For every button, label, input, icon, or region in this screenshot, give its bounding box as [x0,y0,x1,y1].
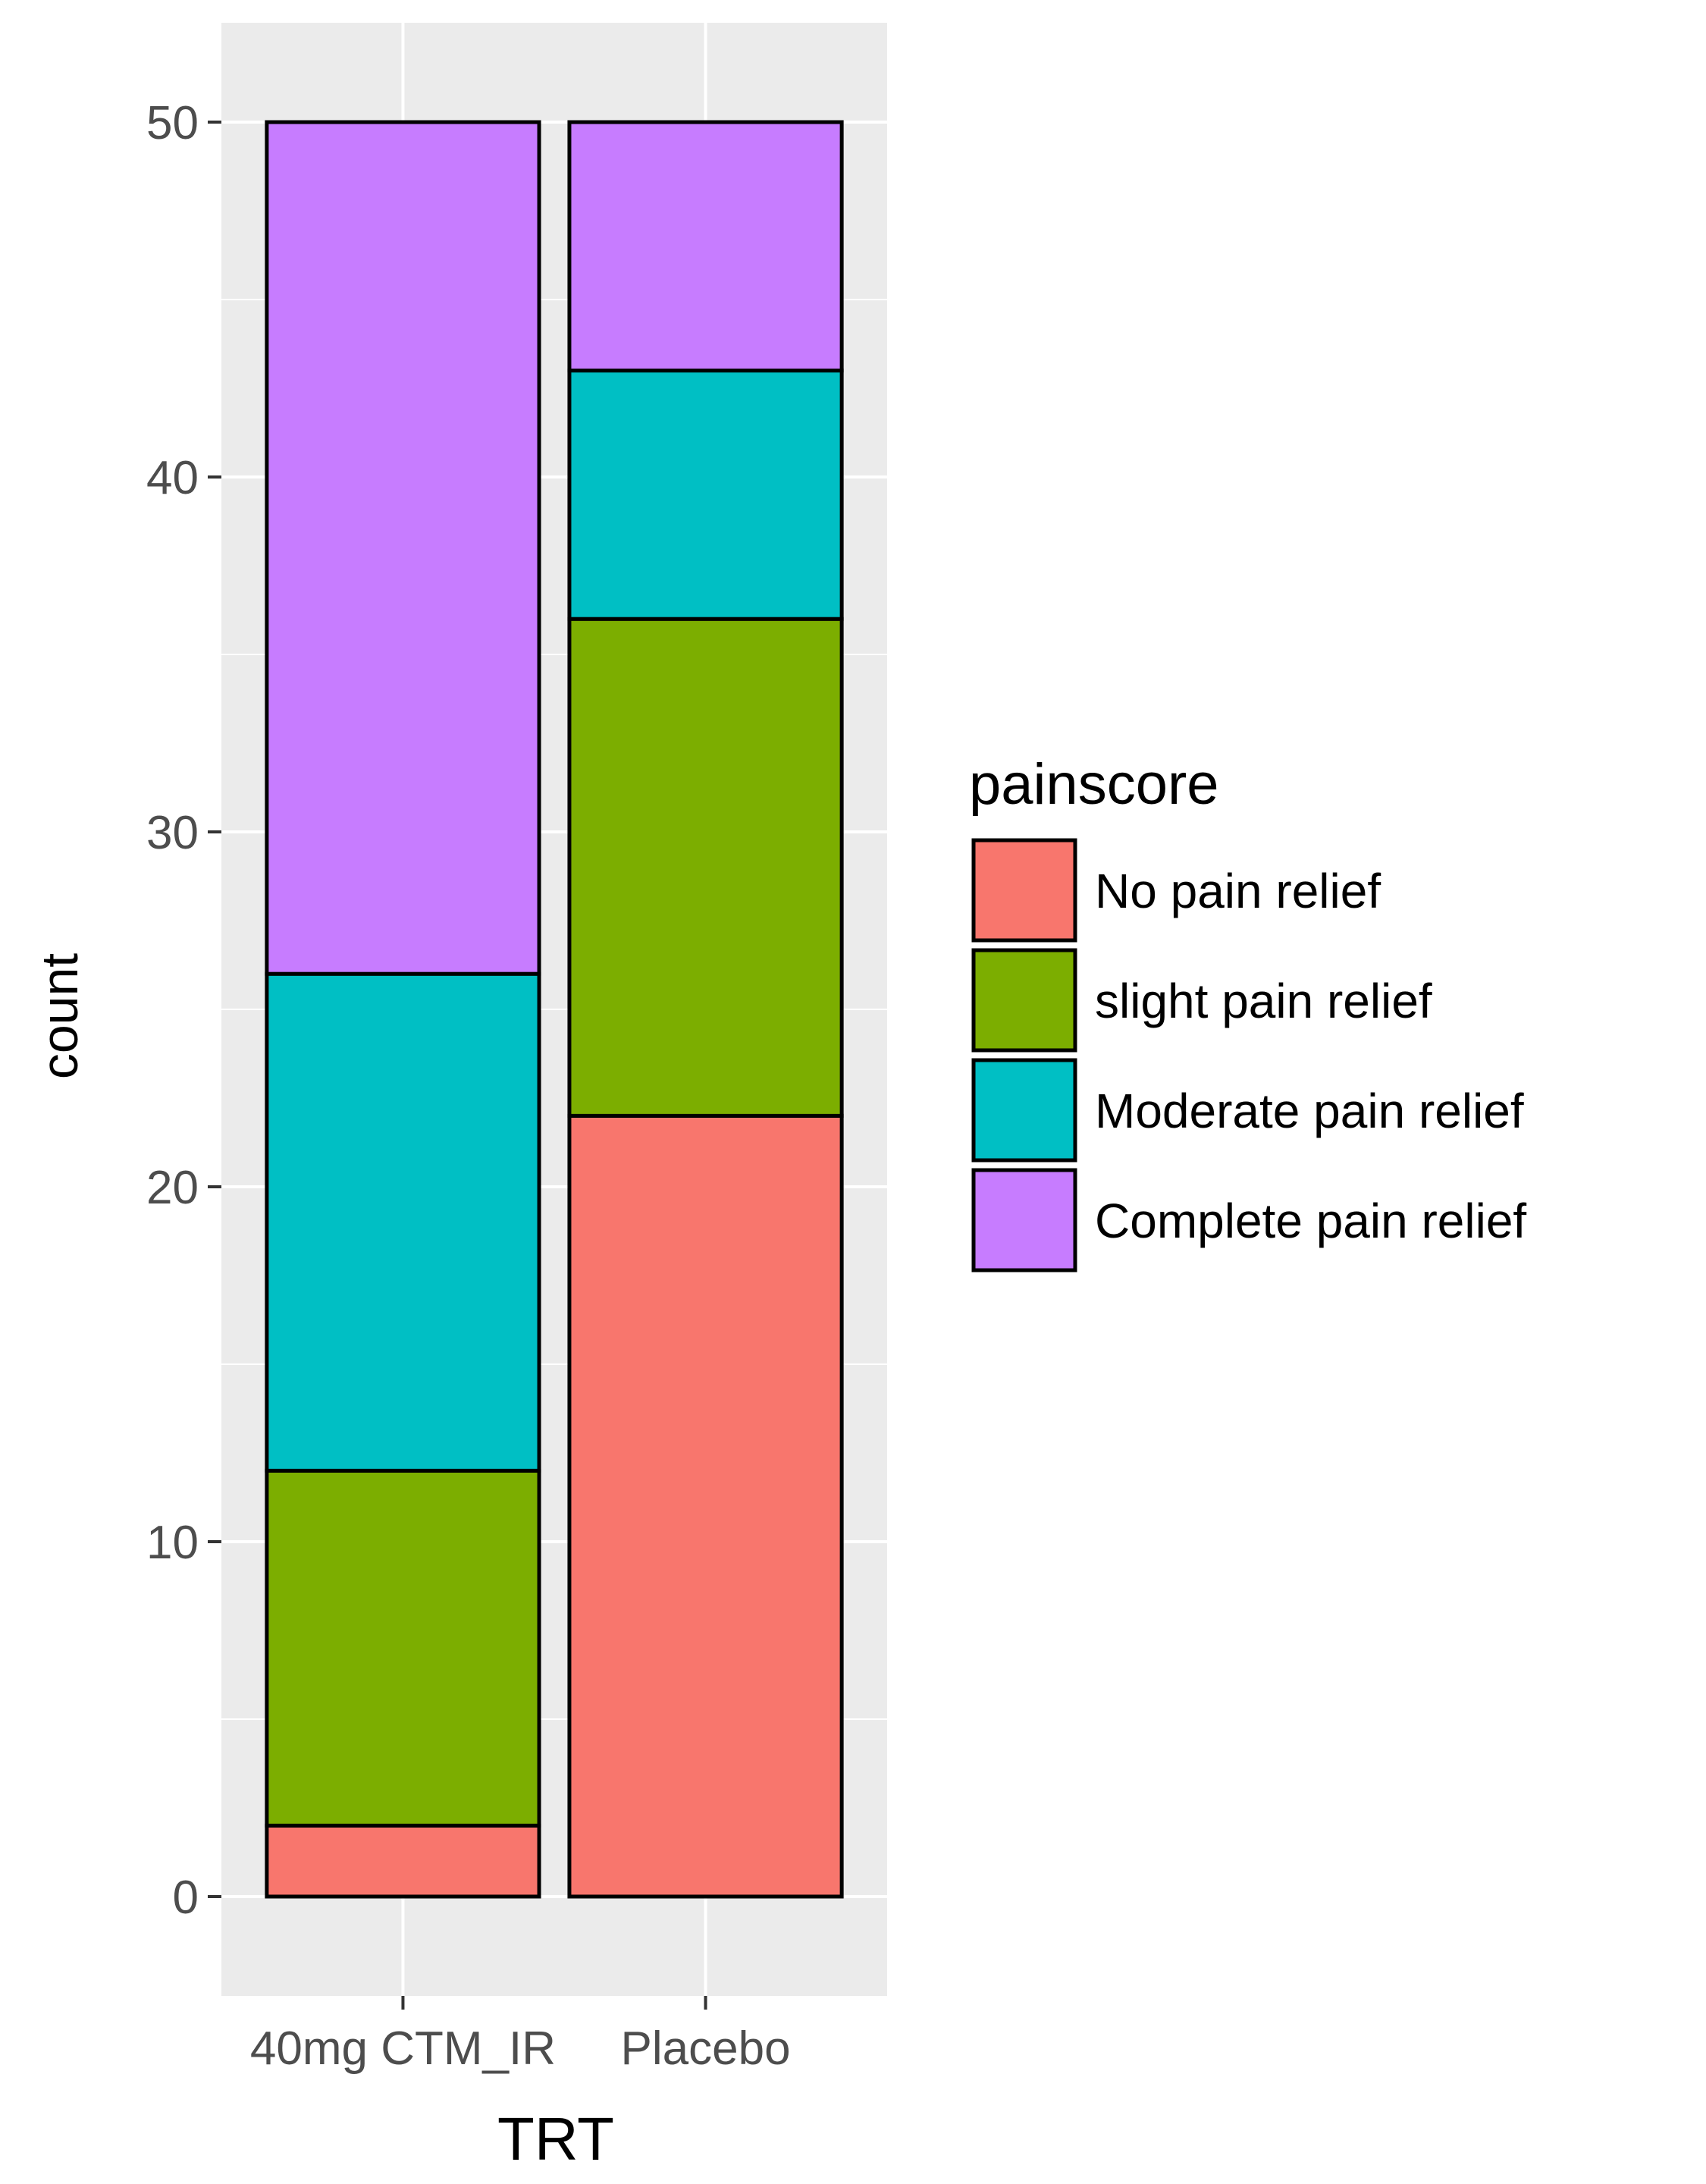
legend-key [971,838,1077,943]
bars [265,120,844,1899]
bar-segment [265,1468,541,1828]
bar-segment [567,369,844,621]
x-tick-label: Placebo [621,2022,791,2075]
legend-label: No pain relief [1095,864,1381,918]
bar-segment [567,1113,844,1899]
legend-label: Complete pain relief [1095,1194,1526,1248]
y-tick-label: 20 [146,1162,199,1214]
bar-segment [265,971,541,1473]
y-axis-title: count [31,953,89,1079]
y-axis: 0 10 20 30 40 50 [146,97,221,1924]
bar-segment [567,617,844,1118]
legend-title: painscore [969,752,1219,817]
legend-key [971,1058,1077,1163]
legend-key [971,948,1077,1053]
y-tick-label: 50 [146,97,199,149]
x-axis: 40mg CTM_IR Placebo [250,1996,791,2075]
legend-label: Moderate pain relief [1095,1084,1524,1138]
bar-segment [265,1823,541,1899]
y-tick-label: 0 [173,1872,199,1924]
y-tick-label: 10 [146,1517,199,1569]
bar-segment [265,120,541,976]
bar-segment [567,120,844,373]
legend-label: slight pain relief [1095,974,1432,1028]
legend: painscore No pain relief slight pain reli… [969,752,1526,1272]
legend-key [971,1168,1077,1272]
x-axis-title: TRT [497,2105,614,2173]
y-tick-label: 40 [146,452,199,504]
x-tick-label: 40mg CTM_IR [250,2022,556,2075]
y-tick-label: 30 [146,807,199,859]
